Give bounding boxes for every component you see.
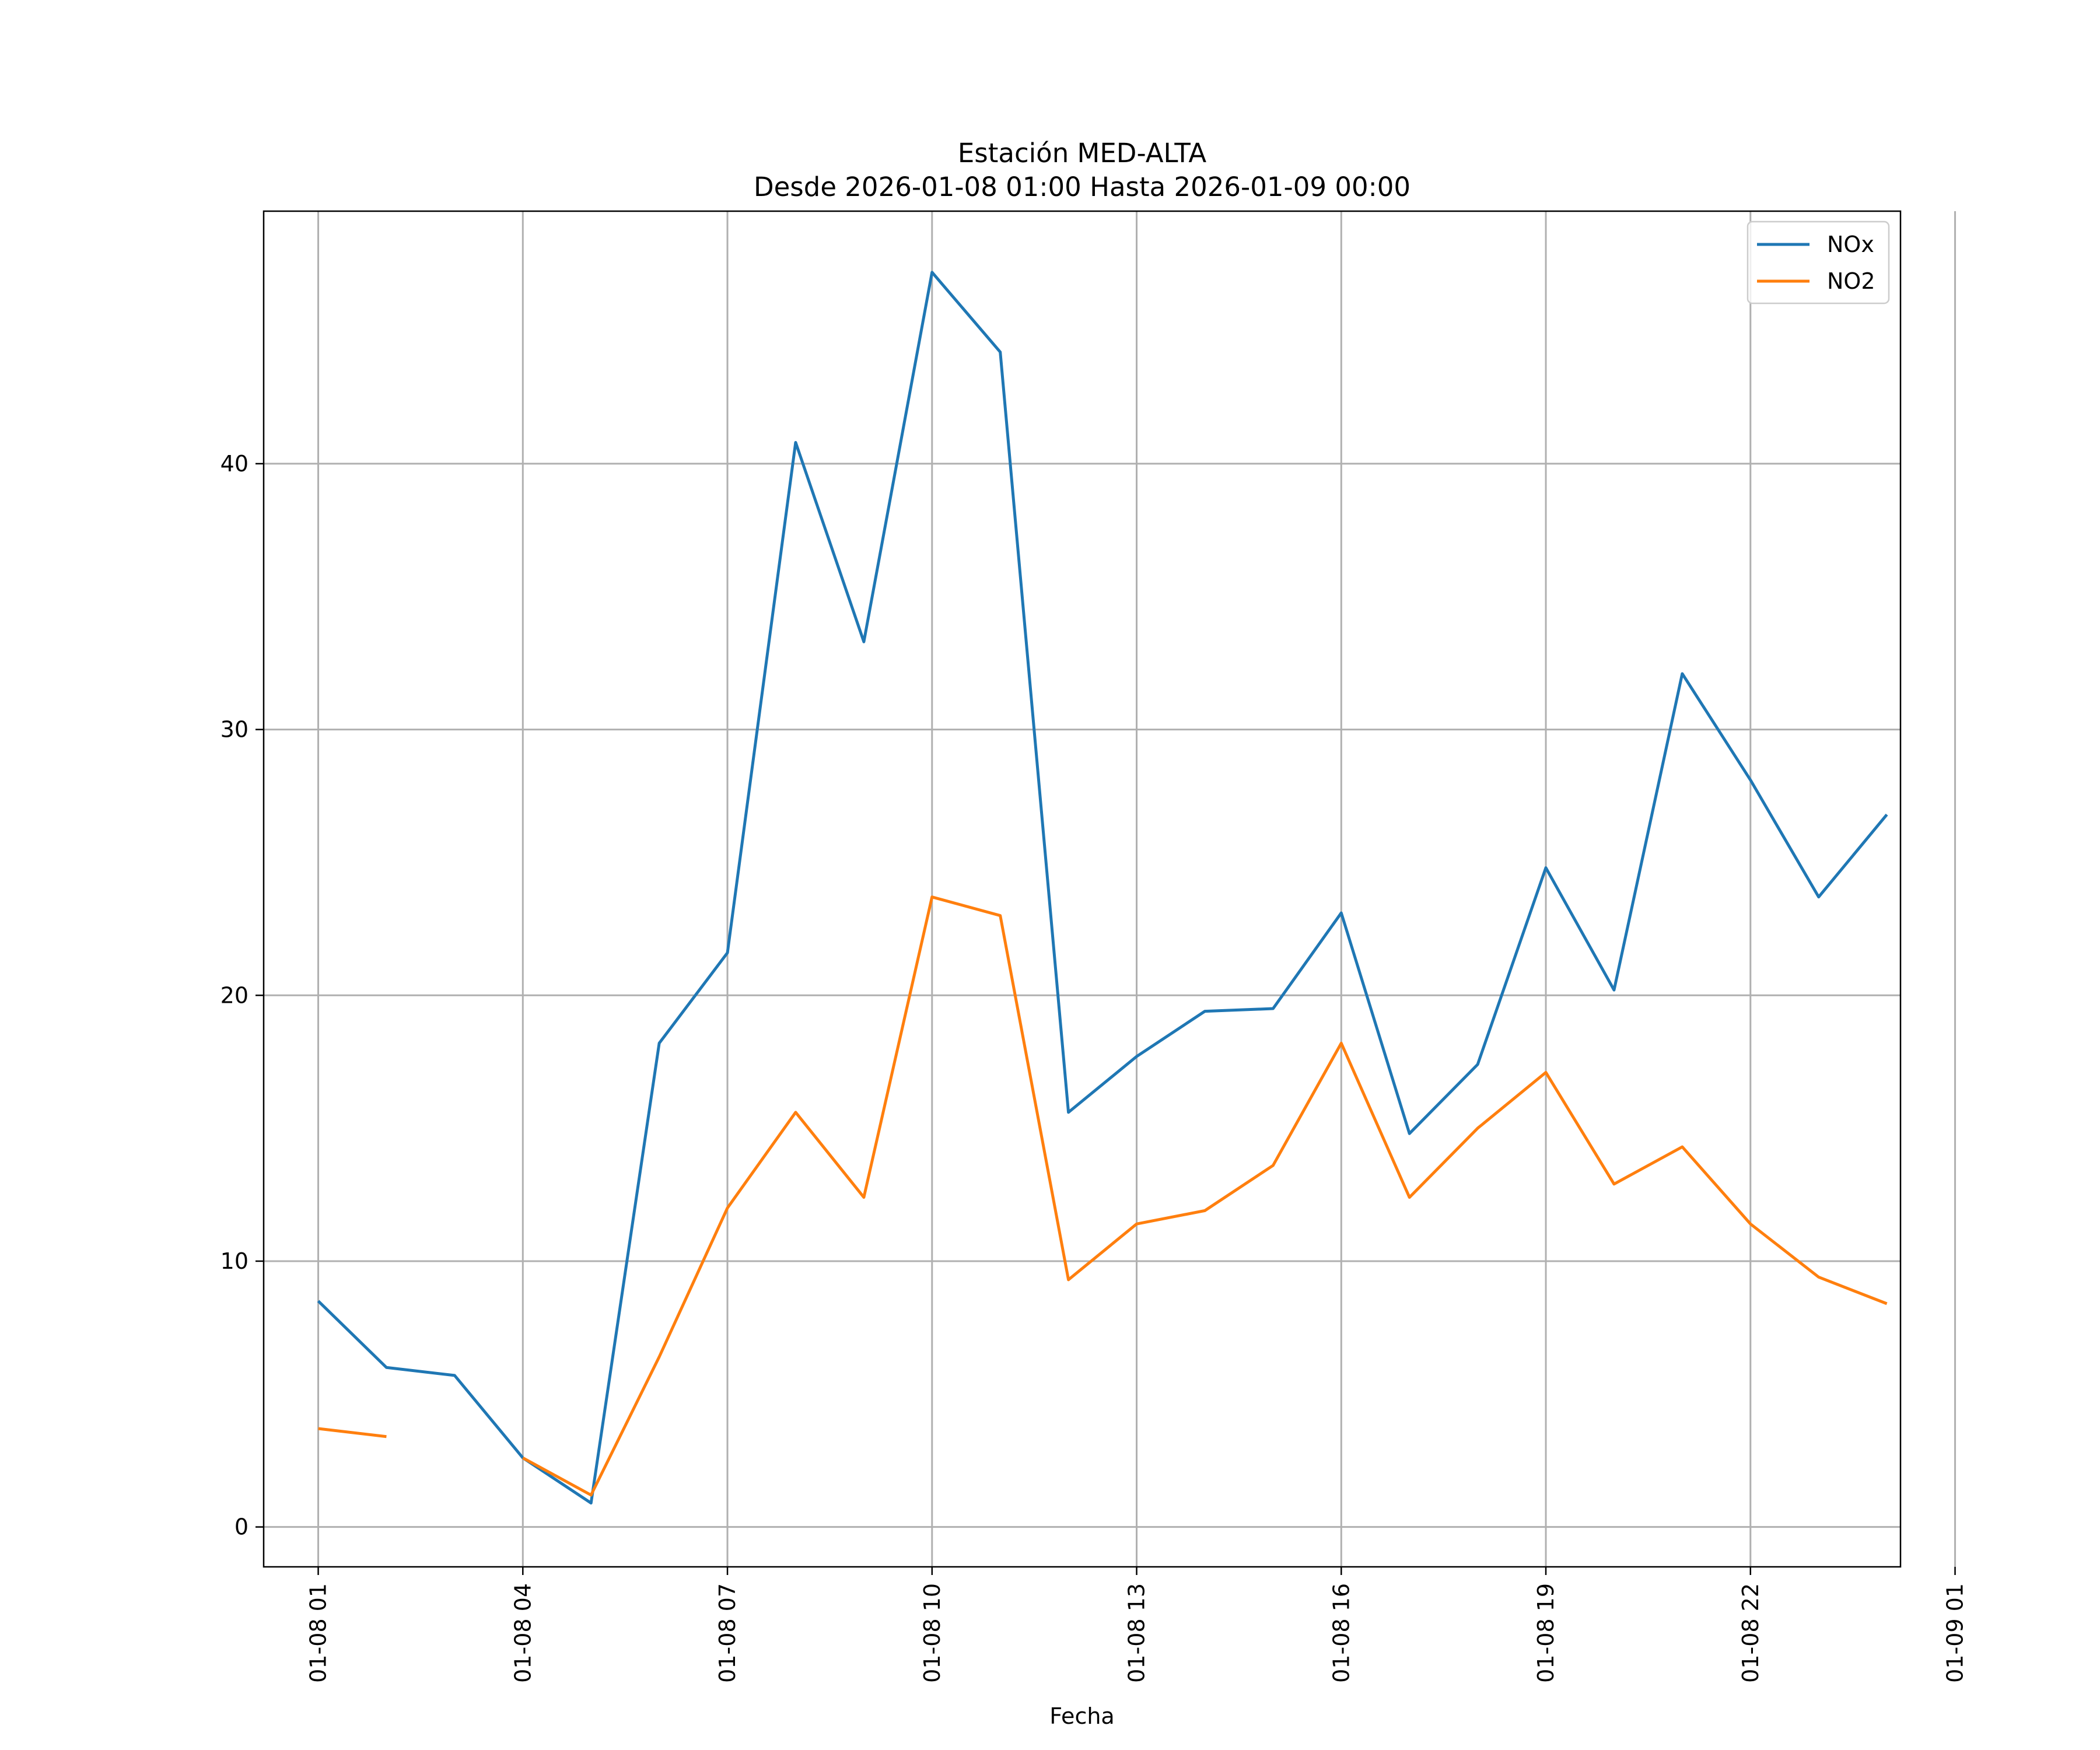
series-no2 (318, 895, 1888, 1497)
legend-nox-label: NOx (1827, 232, 1874, 257)
y-tick-label: 20 (220, 982, 249, 1008)
x-tick-label: 01-09 01 (1943, 1583, 1968, 1683)
x-axis-label: Fecha (1049, 1703, 1114, 1729)
x-tick-label: 01-08 01 (306, 1583, 331, 1683)
x-tick-label: 01-08 22 (1738, 1583, 1763, 1683)
x-tick-label: 01-08 04 (510, 1583, 536, 1683)
series-line-nox (317, 271, 1888, 1505)
x-tick-label: 01-08 07 (715, 1583, 740, 1683)
y-tick-label: 40 (220, 451, 249, 477)
legend: NOx NO2 (1746, 220, 1890, 304)
legend-no2-label: NO2 (1827, 268, 1875, 294)
plot-frame (262, 210, 1902, 1568)
legend-box (1746, 220, 1890, 304)
x-tick-label: 01-08 13 (1124, 1583, 1150, 1683)
grid (264, 211, 1957, 1567)
y-tick-label: 0 (235, 1514, 249, 1540)
axis-ticks: 01-08 01 01-08 04 01-08 07 01-08 10 01-08 13… (220, 451, 1968, 1683)
chart-title-line-2: Desde 2026-01-08 01:00 Hasta 2026-01-09 … (754, 172, 1410, 202)
chart-title-line-1: Estación MED-ALTA (958, 138, 1207, 169)
y-tick-label: 10 (220, 1248, 249, 1274)
series-nox (317, 271, 1888, 1505)
x-tick-label: 01-08 16 (1328, 1583, 1354, 1683)
series-line-no2 (318, 895, 1888, 1497)
series-lines (317, 271, 1888, 1505)
x-tick-label: 01-08 19 (1533, 1583, 1559, 1683)
x-tick-label: 01-08 10 (919, 1583, 945, 1683)
y-tick-label: 30 (220, 717, 249, 743)
